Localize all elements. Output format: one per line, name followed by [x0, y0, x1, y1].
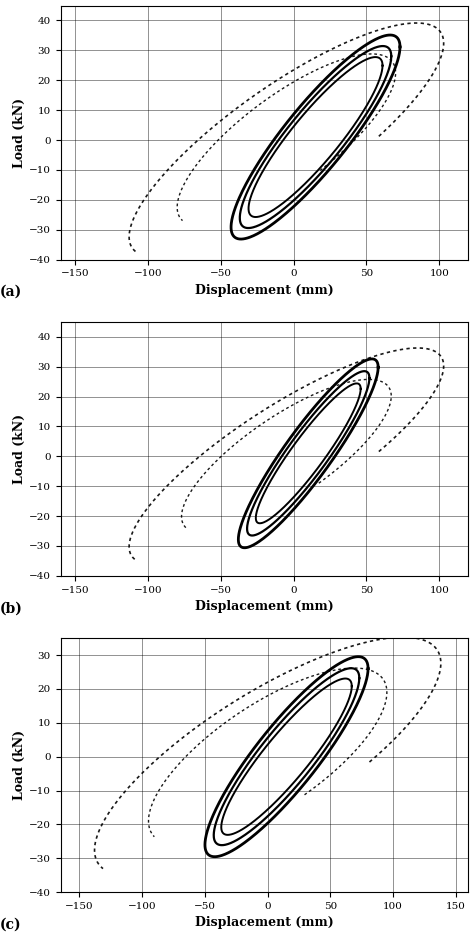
Text: (a): (a) [0, 285, 22, 299]
Y-axis label: Load (kN): Load (kN) [13, 730, 26, 800]
X-axis label: Displacement (mm): Displacement (mm) [195, 600, 334, 613]
Y-axis label: Load (kN): Load (kN) [13, 414, 26, 484]
Text: (c): (c) [0, 917, 21, 931]
X-axis label: Displacement (mm): Displacement (mm) [195, 916, 334, 929]
Y-axis label: Load (kN): Load (kN) [13, 97, 26, 167]
X-axis label: Displacement (mm): Displacement (mm) [195, 284, 334, 296]
Text: (b): (b) [0, 601, 22, 615]
